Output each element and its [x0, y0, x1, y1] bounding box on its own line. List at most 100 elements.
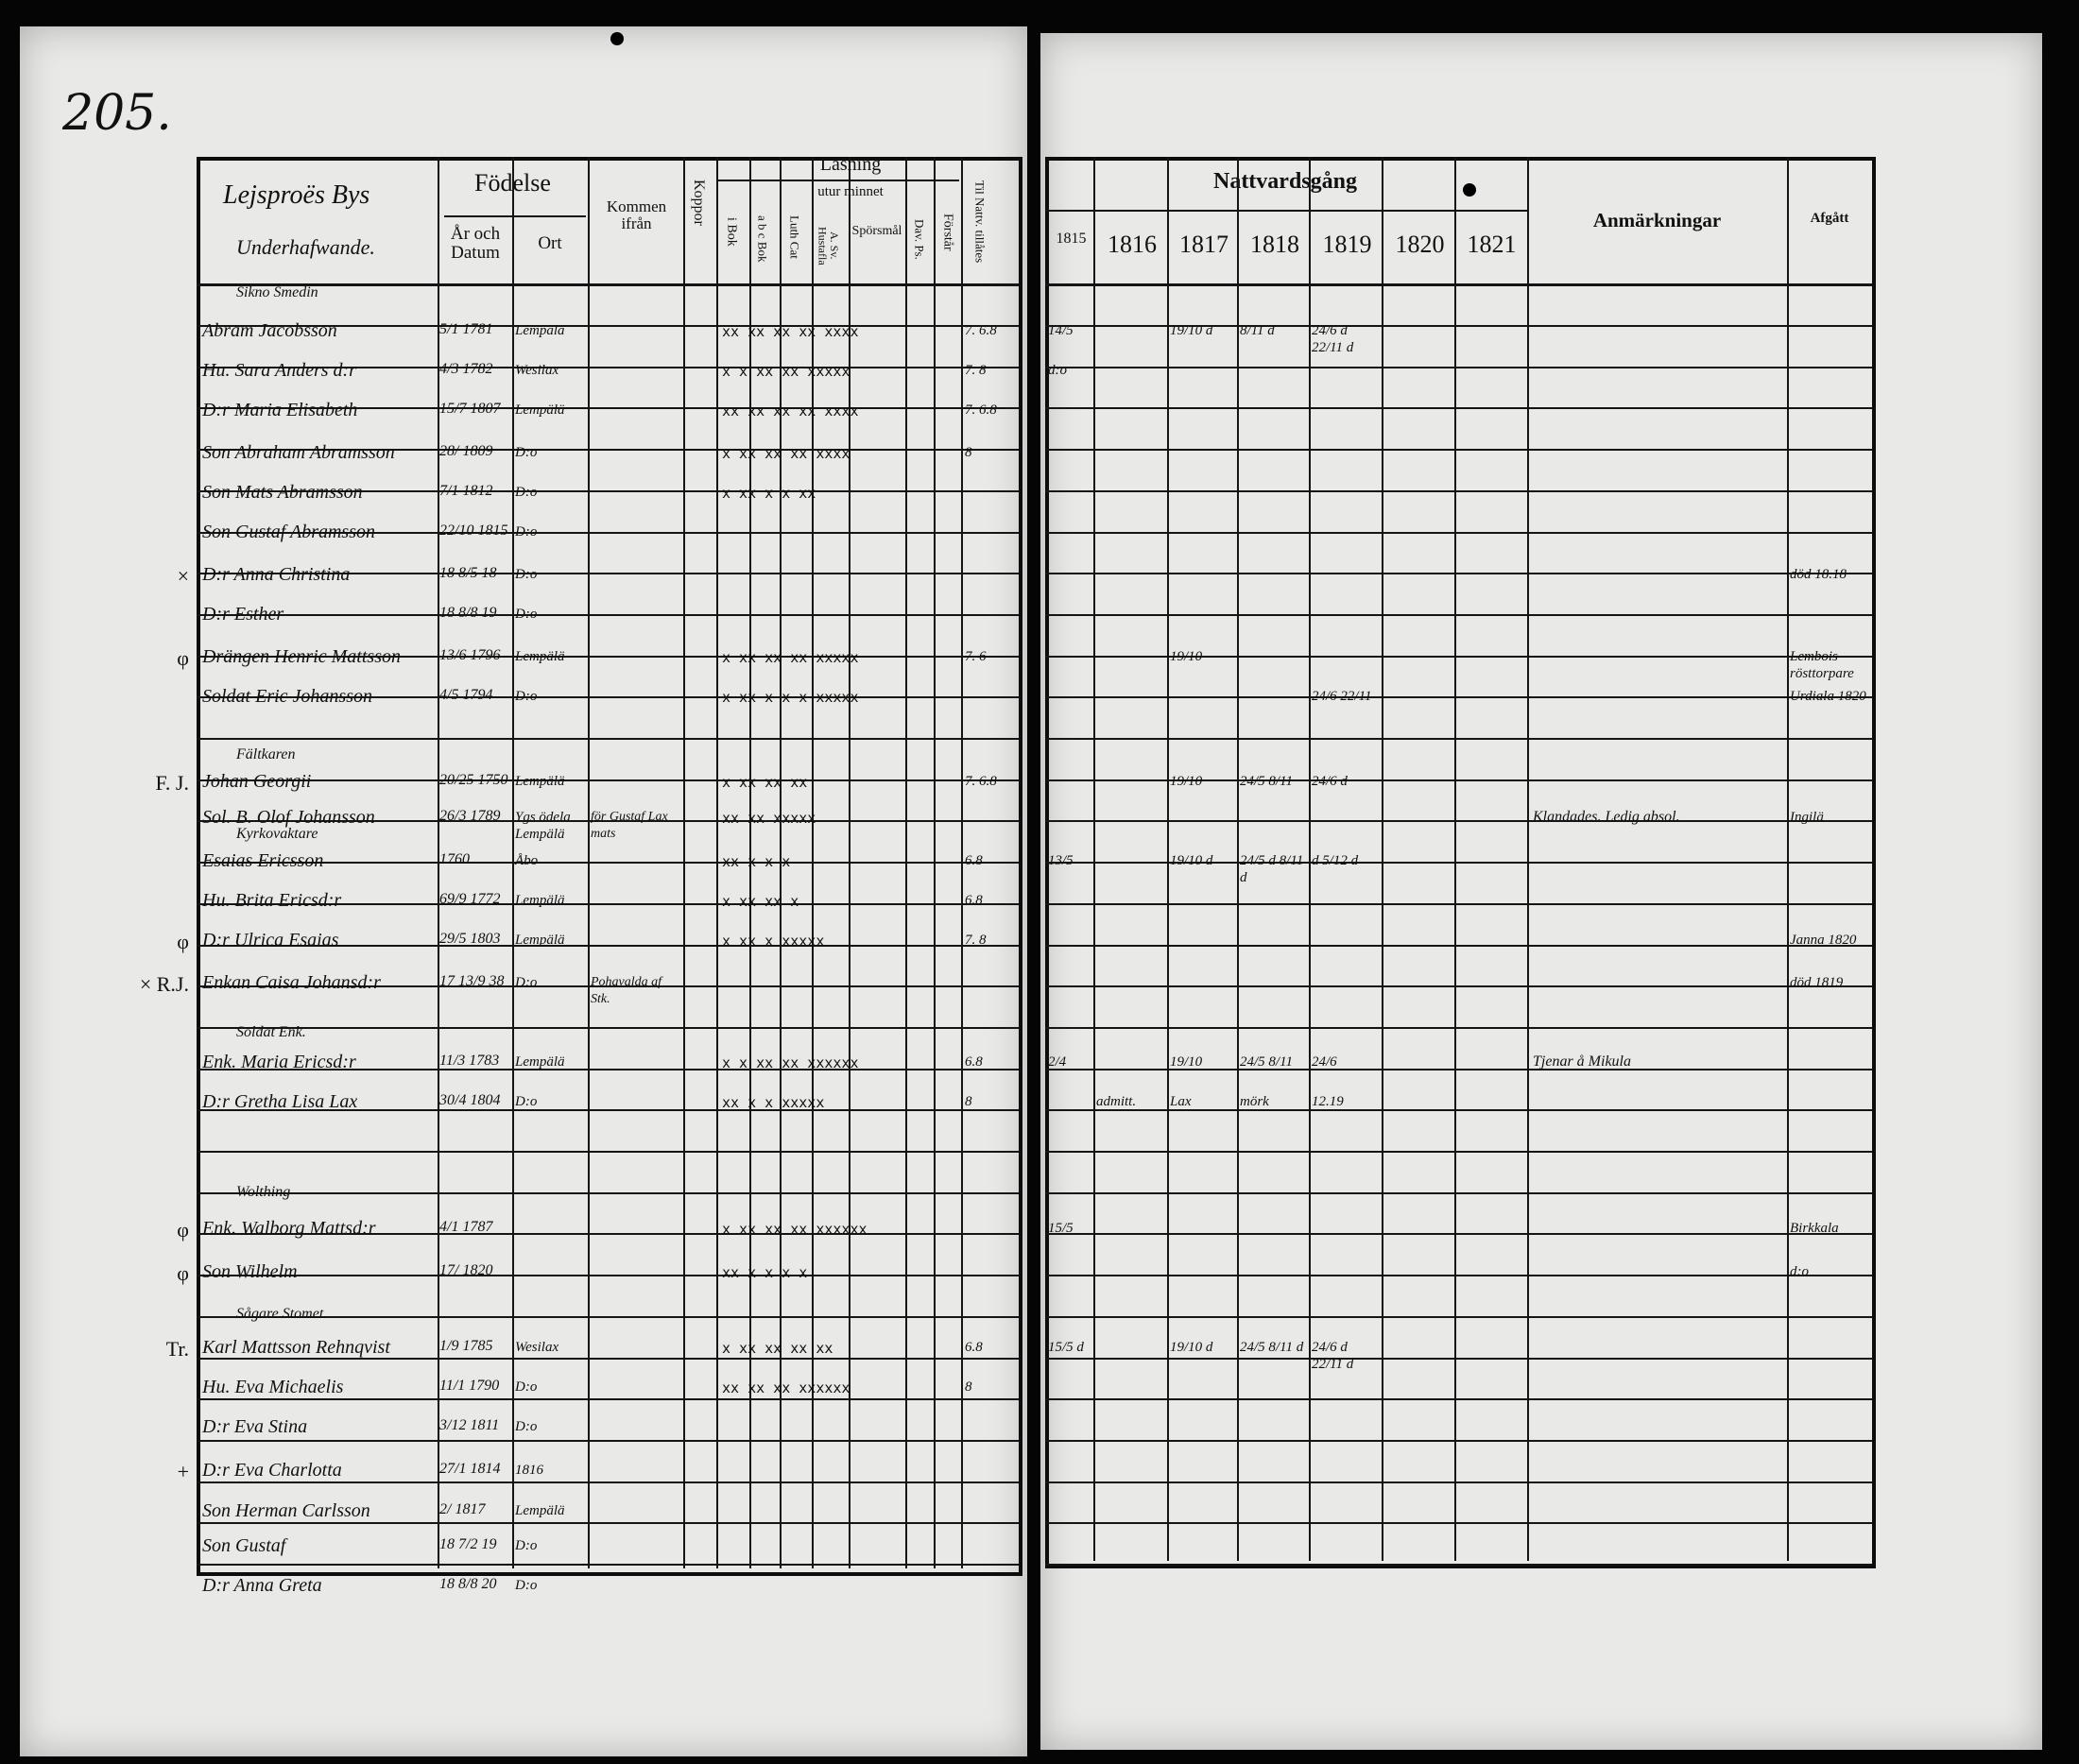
person-name: D:r Anna Greta	[202, 1575, 322, 1596]
row-rule	[197, 1398, 1019, 1401]
row-rule	[197, 779, 1019, 781]
birth-date: 27/1 1814	[439, 1461, 501, 1477]
header-sporsmal: Spörsmål	[851, 224, 902, 238]
person-name: D:r Gretha Lisa Lax	[202, 1091, 358, 1112]
communion-1819: 24/6 d 22/11 d	[1312, 1340, 1354, 1372]
communion-1815: 15/5 d	[1048, 1340, 1084, 1355]
person-name: D:r Ulrica Esaias	[202, 930, 339, 951]
birth-place: Lempälä	[515, 649, 565, 664]
birth-date: 13/6 1796	[439, 647, 501, 663]
birth-place: D:o	[515, 1094, 538, 1109]
row-rule	[197, 655, 1019, 658]
header-nattvardsgang: Nattvardsgång	[1212, 169, 1357, 194]
person-name: Son Abraham Abramsson	[202, 442, 395, 463]
row-rule	[1045, 696, 1872, 699]
communion-1815: 13/5	[1048, 853, 1074, 868]
communion-1818: mörk	[1240, 1094, 1269, 1109]
row-rule	[1045, 325, 1872, 327]
row-rule	[1045, 1481, 1872, 1483]
reading-marks: x xx xx xx xxxxxx	[722, 1221, 868, 1238]
departed: död 1819	[1790, 975, 1844, 990]
household-subtitle: Underhafwande.	[236, 235, 375, 259]
row-rule	[197, 1233, 1019, 1236]
column-rule	[1454, 157, 1456, 1561]
row-rule	[1045, 1398, 1872, 1401]
person-name: D:r Eva Stina	[202, 1416, 308, 1437]
row-rule	[1045, 985, 1872, 988]
birth-date: 11/1 1790	[439, 1378, 500, 1394]
birth-date: 26/3 1789	[439, 808, 501, 824]
birth-place: Åbo	[515, 853, 539, 868]
birth-date: 4/3 1782	[439, 361, 493, 377]
departed: d:o	[1790, 1264, 1809, 1279]
birth-date: 20/25 1750	[439, 772, 508, 788]
row-rule	[1045, 944, 1872, 947]
header-ar-och-datum: År och Datum	[450, 224, 501, 263]
row-rule	[1045, 1357, 1872, 1360]
birth-date: 2/ 1817	[439, 1501, 486, 1517]
birth-place: Ygs ödela Lempälä	[515, 810, 571, 842]
reading-marks: x xx xx x	[722, 893, 799, 910]
section-heading: Fältkaren	[236, 746, 296, 762]
row-rule	[197, 325, 1019, 327]
departed: Lembois rösttorpare	[1790, 649, 1854, 681]
person-name: Son Wilhelm	[202, 1261, 298, 1282]
column-rule	[1309, 157, 1311, 1561]
header-ort: Ort	[538, 233, 562, 253]
row-rule	[1045, 613, 1872, 616]
birth-place: 1816	[515, 1463, 543, 1478]
remark: Tjenar å Mikula	[1533, 1053, 1631, 1070]
year-header-1819: 1819	[1322, 231, 1372, 258]
header-i-bok: i Bok	[724, 217, 739, 247]
person-name: Enk. Walborg Mattsd:r	[202, 1218, 376, 1239]
header-luth-cat: Luth Cat	[787, 215, 802, 259]
header-nattv-tillates: Til Nattv. tillåtes	[972, 180, 988, 264]
margin-mark: ×	[177, 564, 189, 588]
header-kommen-ifran: Kommen ifrån	[606, 197, 667, 232]
birth-place: D:o	[515, 445, 538, 460]
came-from: Pohavalda af Stk.	[591, 975, 662, 1006]
header-forstar: Förstår	[940, 214, 955, 251]
communion-1818: 8/11 d	[1240, 323, 1275, 338]
communion-allowed: 8	[965, 445, 972, 460]
communion-1817: 19/10	[1170, 1054, 1203, 1070]
communion-1817: 19/10 d	[1170, 1340, 1213, 1355]
communion-1815: 15/5	[1048, 1221, 1074, 1236]
communion-1818: 24/5 8/11	[1240, 774, 1293, 789]
row-rule	[1045, 1315, 1872, 1318]
row-rule	[1045, 820, 1872, 823]
reading-marks: x xx x x xx	[722, 485, 816, 502]
birth-date: 4/5 1794	[439, 687, 493, 703]
reading-marks: x xx xx xx xxxxx	[722, 649, 859, 666]
margin-mark: φ	[177, 646, 189, 670]
header-abc-bok: a b c Bok	[755, 215, 770, 263]
birth-place: Lempälä	[515, 1503, 565, 1518]
year-header-1816: 1816	[1108, 231, 1157, 258]
communion-1816: admitt.	[1096, 1094, 1137, 1109]
ink-blot	[1463, 183, 1476, 197]
reading-marks: x xx x xxxxx	[722, 933, 825, 950]
row-rule	[197, 449, 1019, 452]
row-rule	[197, 1275, 1019, 1277]
row-rule	[1045, 1151, 1872, 1153]
row-rule	[1045, 1026, 1872, 1029]
reading-marks: x xx x x x xxxxx	[722, 689, 859, 706]
birth-date: 17 13/9 38	[439, 973, 505, 989]
person-name: Enkan Caisa Johansd:r	[202, 972, 381, 993]
row-rule	[197, 1439, 1019, 1442]
birth-place: Wesilax	[515, 363, 559, 378]
birth-date: 18 8/8 19	[439, 605, 497, 621]
left-page	[20, 26, 1027, 1756]
communion-1818: 24/5 8/11	[1240, 1054, 1293, 1070]
communion-1815: 14/5	[1048, 323, 1074, 338]
header-a-sv-hustafla: A. Sv. Hustafla	[816, 226, 842, 265]
birth-place: D:o	[515, 607, 538, 622]
person-name: Enk. Maria Ericsd:r	[202, 1052, 356, 1072]
birth-date: 1/9 1785	[439, 1338, 493, 1354]
birth-date: 1760.	[439, 851, 473, 867]
birth-date: 18 8/8 20	[439, 1576, 497, 1592]
birth-place: D:o	[515, 689, 538, 704]
year-header-1815: 1815	[1056, 231, 1087, 247]
person-name: Son Gustaf Abramsson	[202, 522, 375, 542]
person-name: Hu. Brita Ericsd:r	[202, 890, 342, 911]
